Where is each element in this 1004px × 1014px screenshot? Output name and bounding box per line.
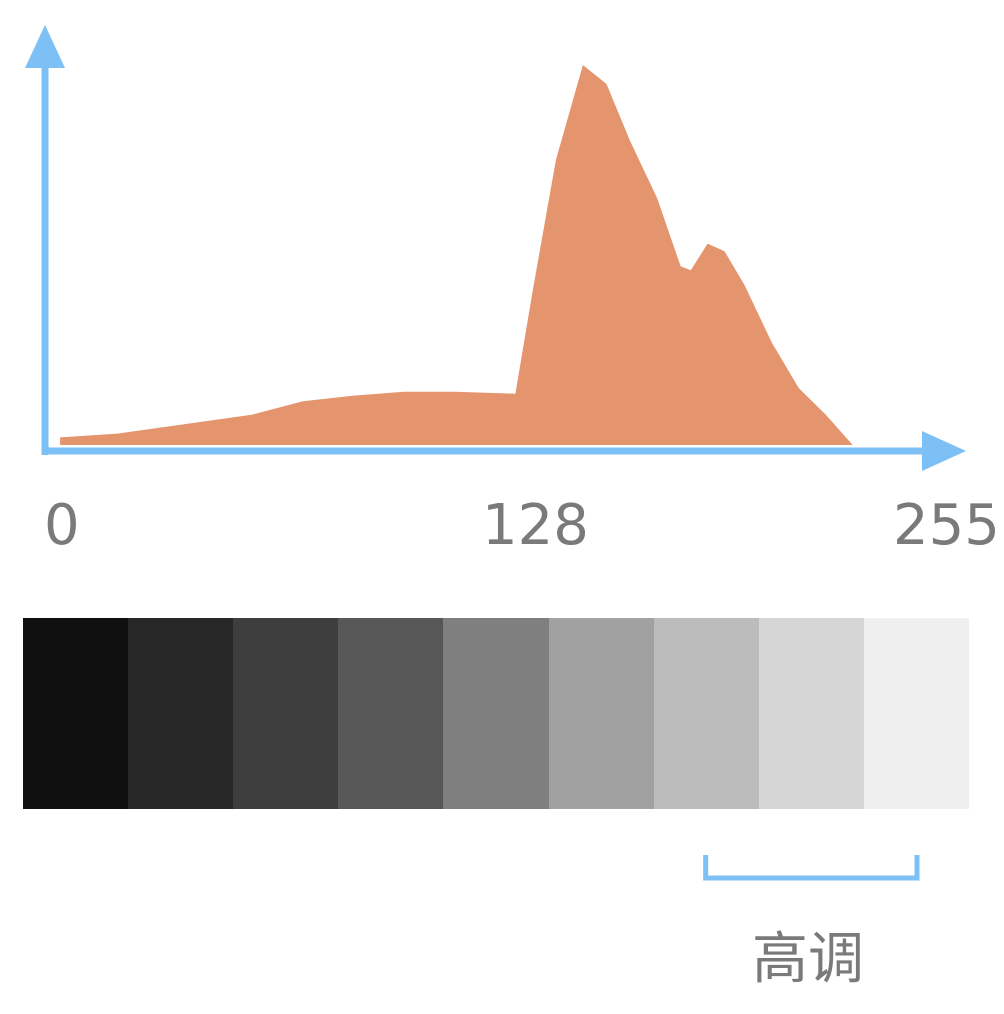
histogram-chart xyxy=(25,25,966,471)
gray-swatch-7 xyxy=(653,618,759,809)
gray-swatch-8 xyxy=(758,618,864,809)
gray-swatch-3 xyxy=(233,618,339,809)
gray-swatch-9 xyxy=(863,618,969,809)
gray-swatch-6 xyxy=(548,618,654,809)
highlight-bracket-path xyxy=(703,855,920,881)
gray-scale-bar xyxy=(23,618,969,809)
x-axis-arrow xyxy=(922,431,966,471)
gray-swatch-4 xyxy=(338,618,444,809)
histogram-area xyxy=(60,65,853,445)
x-tick-label-0: 0 xyxy=(44,493,80,558)
x-tick-label-255: 255 xyxy=(893,493,1000,558)
gray-swatch-2 xyxy=(128,618,234,809)
x-tick-label-128: 128 xyxy=(482,493,589,558)
gray-swatch-5 xyxy=(443,618,549,809)
y-axis-arrow xyxy=(25,25,65,68)
highlight-region-label: 高调 xyxy=(752,927,864,992)
gray-swatch-1 xyxy=(23,618,129,809)
